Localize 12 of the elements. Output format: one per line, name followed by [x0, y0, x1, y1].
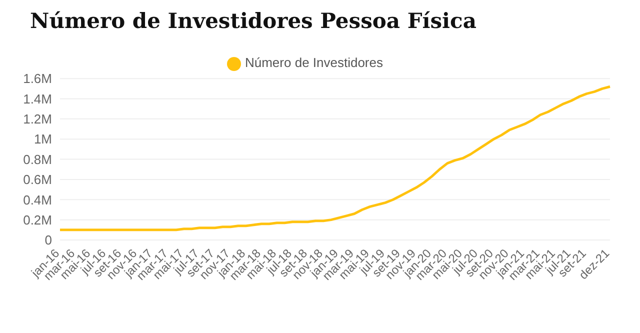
legend-label: Número de Investidores	[244, 55, 383, 70]
y-tick-label: 0.2M	[23, 212, 52, 228]
y-tick-label: 0.8M	[23, 152, 52, 167]
y-tick-label: 0	[44, 232, 52, 248]
y-tick-label: 0.4M	[23, 192, 52, 208]
chart-title: Número de Investidores Pessoa Física	[30, 8, 476, 33]
y-tick-label: 1.2M	[23, 112, 52, 127]
line-series	[58, 85, 612, 232]
y-tick-label: 1M	[34, 132, 52, 147]
y-tick-label: 0.6M	[23, 172, 52, 188]
y-tick-label: 1.4M	[23, 91, 52, 106]
y-tick-label: 1.6M	[23, 71, 52, 86]
